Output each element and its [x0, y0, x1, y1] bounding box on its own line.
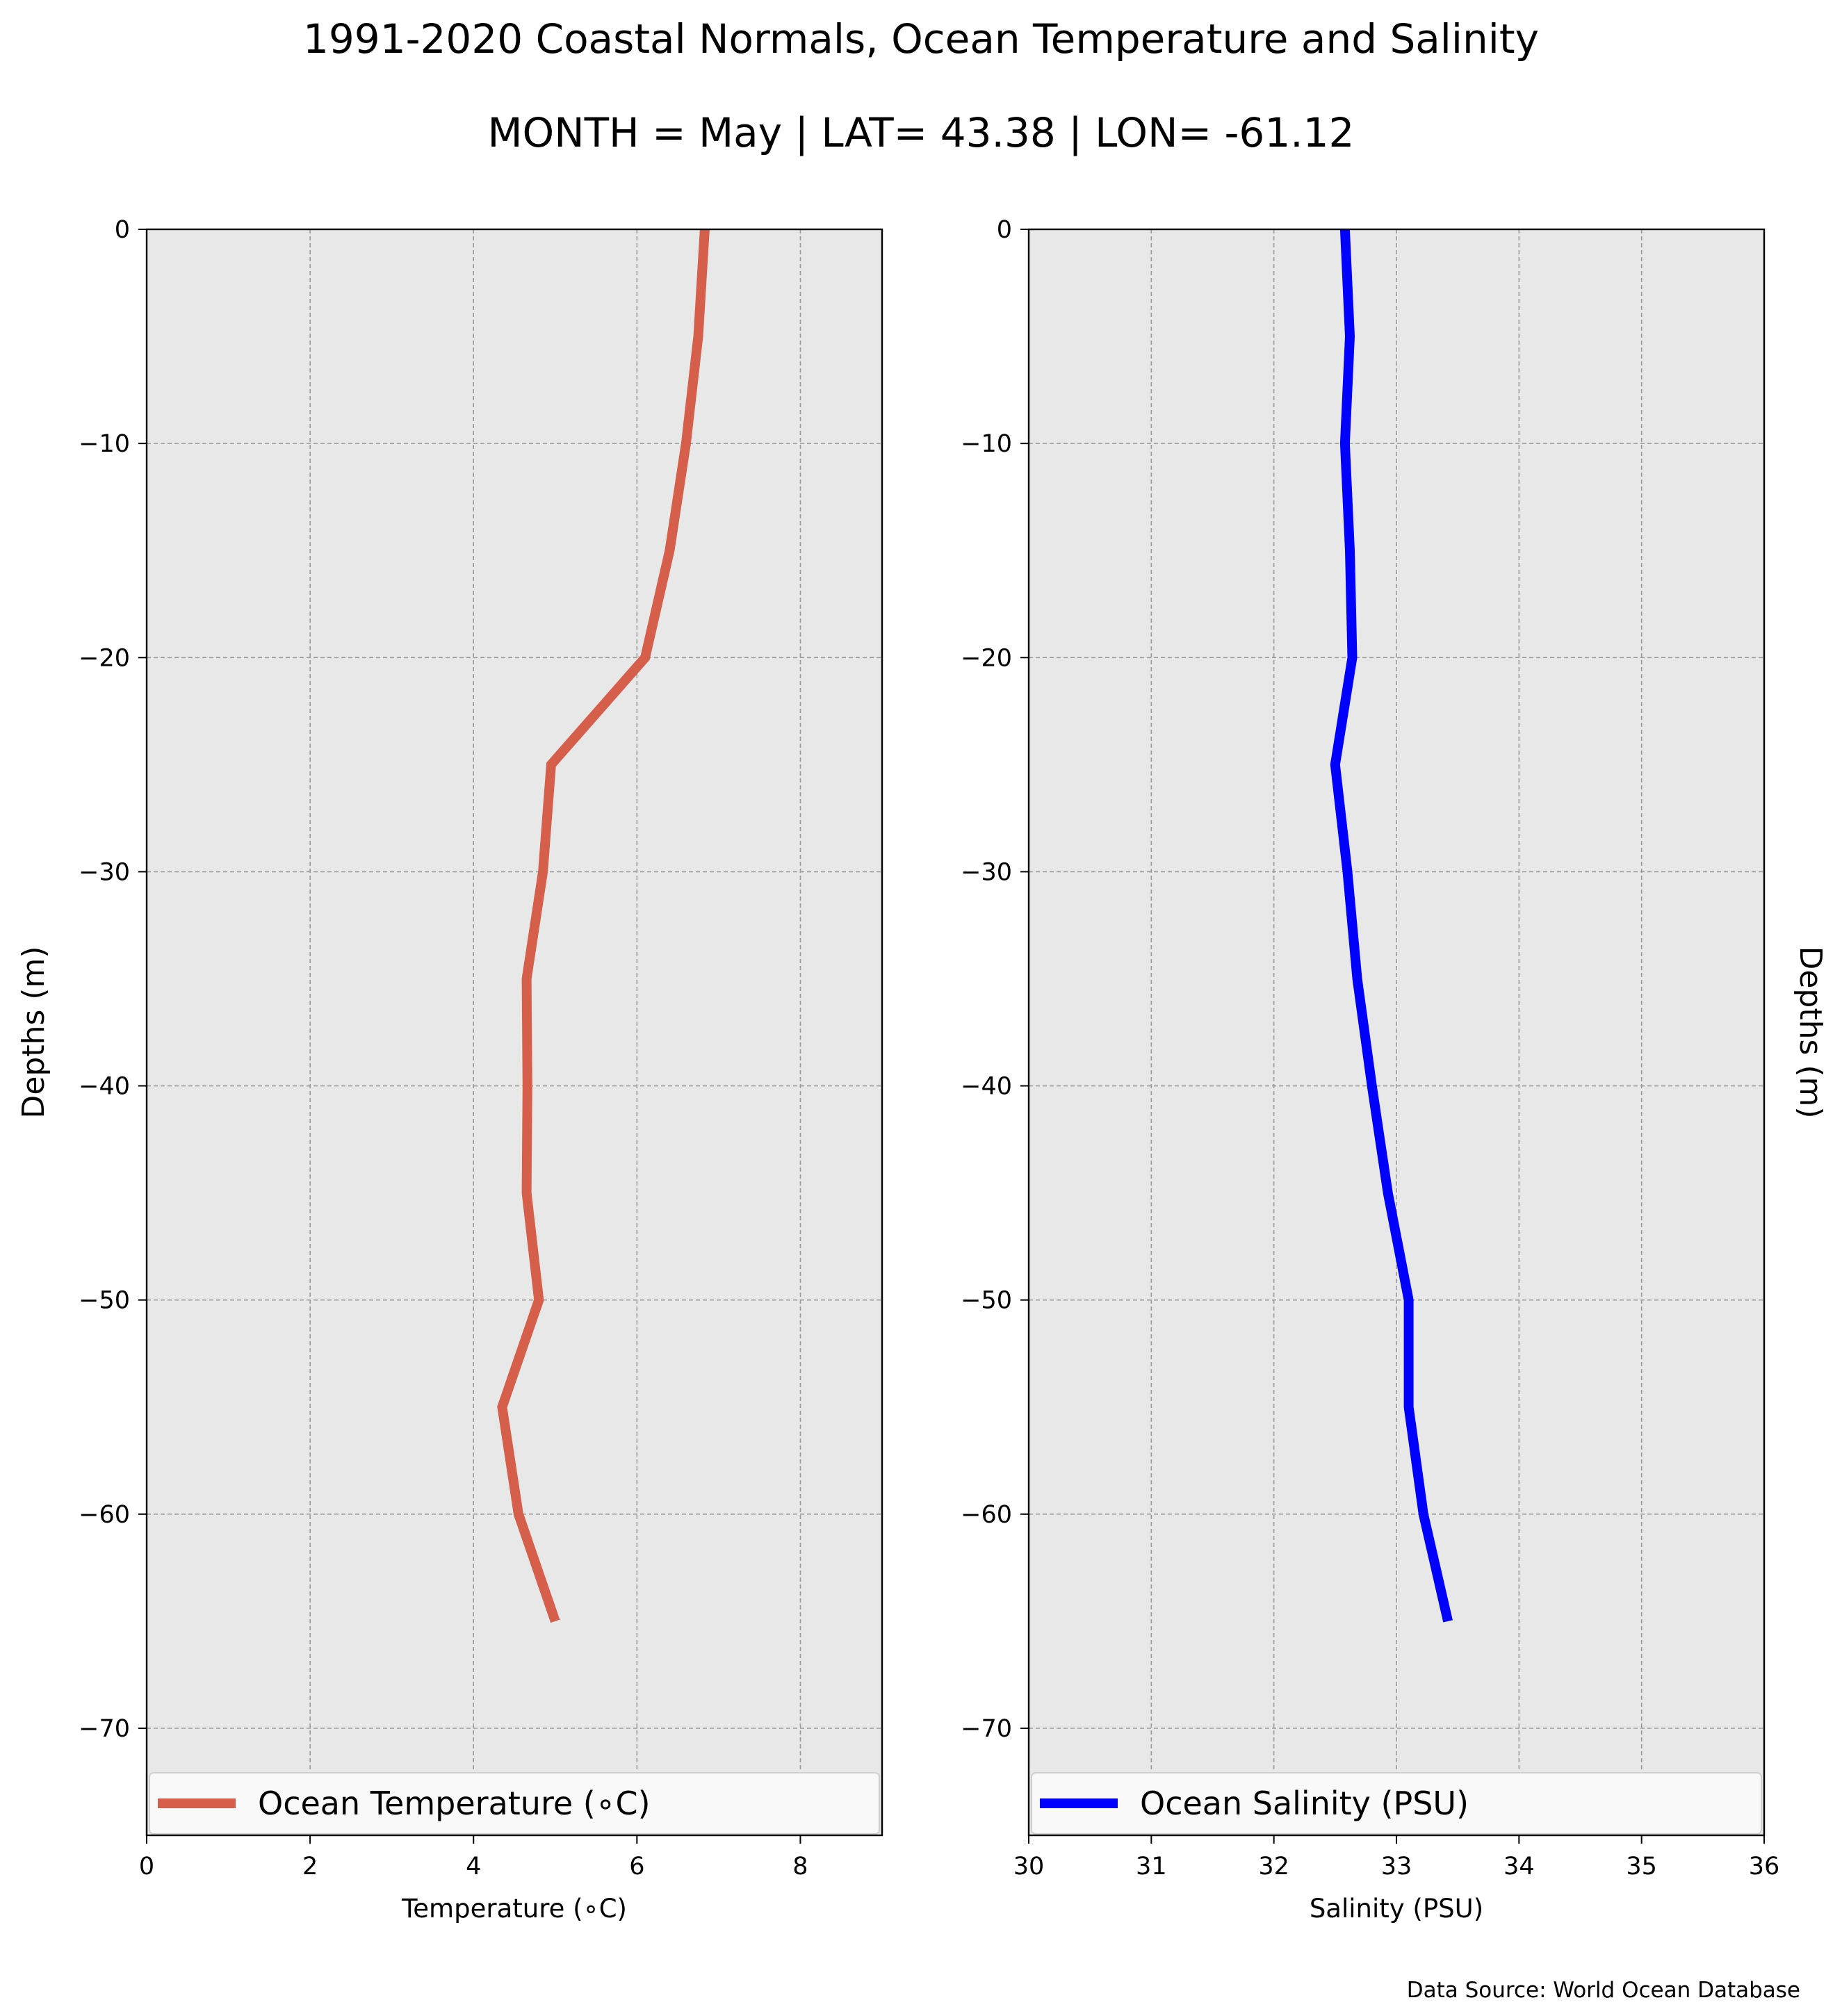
x-tick-label: 8 [792, 1853, 808, 1880]
y-axis-label: Depths (m) [16, 946, 51, 1118]
legend-label: Ocean Temperature (∘C) [258, 1785, 651, 1822]
x-tick-label: 0 [139, 1853, 154, 1880]
y-tick-label: −70 [961, 1715, 1012, 1743]
x-tick-label: 4 [466, 1853, 481, 1880]
x-tick-label: 30 [1013, 1853, 1045, 1880]
y-tick-label: −30 [961, 858, 1012, 886]
y-tick-label: −50 [79, 1287, 130, 1315]
x-axis-label: Temperature (∘C) [401, 1894, 627, 1924]
data-source-note: Data Source: World Ocean Database [1406, 1978, 1800, 2003]
x-tick-label: 31 [1136, 1853, 1167, 1880]
y-tick-label: −40 [961, 1073, 1012, 1101]
axes-frame [145, 228, 883, 1837]
y-axis-label: Depths (m) [1793, 946, 1828, 1118]
x-tick-label: 33 [1381, 1853, 1412, 1880]
legend-box [1031, 1772, 1762, 1835]
chart-panel-salinity: Ocean Salinity (PSU) 30 31 32 33 34 35 36 0 −10 −2… [961, 216, 1828, 1924]
x-tick-label: 35 [1626, 1853, 1657, 1880]
y-tick-label: −40 [79, 1073, 130, 1101]
y-tick-label: 0 [997, 216, 1012, 244]
x-tick-label: 2 [302, 1853, 318, 1880]
y-tick-label: −30 [79, 858, 130, 886]
legend-label: Ocean Salinity (PSU) [1140, 1785, 1469, 1822]
plot-background [147, 229, 882, 1835]
x-tick-label: 36 [1749, 1853, 1780, 1880]
series-line [1330, 229, 1453, 1623]
y-tick-label: −20 [961, 644, 1012, 672]
y-tick-label: −60 [961, 1501, 1012, 1529]
y-tick-label: 0 [115, 216, 130, 244]
series-line [497, 229, 710, 1623]
x-axis-label: Salinity (PSU) [1310, 1894, 1483, 1924]
y-tick-label: −70 [79, 1715, 130, 1743]
y-tick-label: −50 [961, 1287, 1012, 1315]
legend-box [149, 1772, 880, 1835]
figure-subtitle: MONTH = May | LAT= 43.38 | LON= -61.12 [487, 109, 1355, 156]
y-tick-label: −10 [961, 430, 1012, 458]
x-tick-label: 32 [1258, 1853, 1289, 1880]
x-tick-label: 34 [1503, 1853, 1535, 1880]
y-tick-label: −10 [79, 430, 130, 458]
y-tick-label: −60 [79, 1501, 130, 1529]
chart-panel-temperature: Ocean Temperature (∘C) 0 2 4 6 8 0 −10 −20 −30 −40… [16, 216, 883, 1924]
y-tick-label: −20 [79, 644, 130, 672]
figure-title: 1991-2020 Coastal Normals, Ocean Tempera… [303, 15, 1539, 63]
x-tick-label: 6 [629, 1853, 644, 1880]
